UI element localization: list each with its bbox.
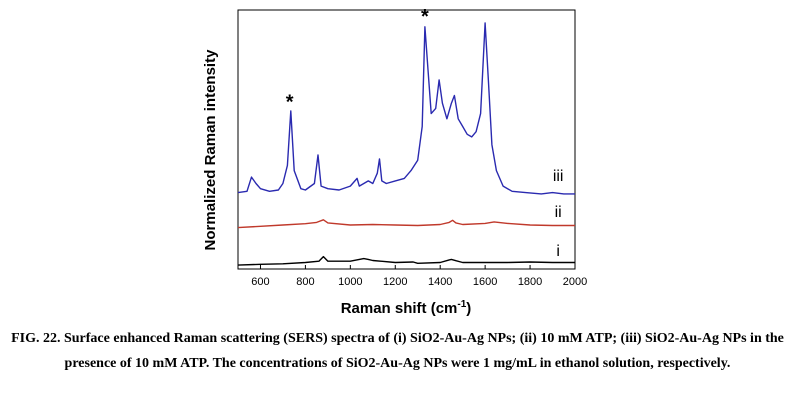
series-label-i: i <box>556 243 560 260</box>
x-tick-label: 2000 <box>563 276 587 288</box>
plot-frame <box>237 9 576 270</box>
x-axis-label: Raman shift (cm-1) <box>341 299 472 317</box>
x-tick-label: 600 <box>251 276 269 288</box>
x-tick-label: 1000 <box>338 276 362 288</box>
series-layer <box>237 22 575 266</box>
x-axis-label-close: ) <box>466 300 471 317</box>
peak-asterisk: * <box>286 92 294 114</box>
x-tick-label: 1800 <box>518 276 542 288</box>
x-tick-label: 1400 <box>428 276 452 288</box>
peak-asterisk: * <box>421 6 429 28</box>
x-tick-label: 1200 <box>383 276 407 288</box>
series-line-i <box>237 255 575 266</box>
series-label-iii: iii <box>553 168 564 185</box>
x-axis-label-superscript: -1 <box>457 299 466 310</box>
x-tick-label: 1600 <box>473 276 497 288</box>
x-axis-label-main: Raman shift (cm <box>341 300 458 317</box>
figure-caption: FIG. 22. Surface enhanced Raman scatteri… <box>11 331 784 371</box>
x-tick-label: 800 <box>296 276 314 288</box>
raman-spectra-chart: 600 800 1000 1200 1400 1600 1800 2000 **iiiiii … <box>202 6 587 317</box>
x-axis-ticks: 600 800 1000 1200 1400 1600 1800 2000 <box>251 265 587 288</box>
series-line-ii <box>237 219 575 229</box>
series-line-iii <box>237 22 575 195</box>
series-label-ii: ii <box>555 204 562 221</box>
y-axis-label: Normalized Raman intensity <box>202 49 219 251</box>
